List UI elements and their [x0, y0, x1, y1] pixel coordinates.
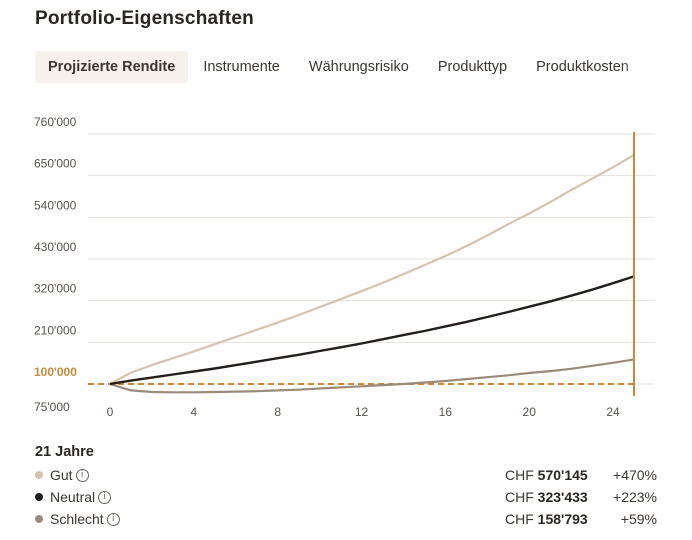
summary-row-good: Gut i CHF 570'145 +470%: [35, 464, 657, 486]
x-tick-label: 12: [355, 405, 369, 419]
bad-legend-dot: [35, 515, 43, 523]
x-tick-label: 16: [439, 405, 453, 419]
good-pct: +470%: [613, 467, 657, 483]
info-icon[interactable]: i: [98, 490, 112, 504]
x-tick-label: 20: [523, 405, 537, 419]
x-tick-label: 4: [190, 405, 197, 419]
summary-row-bad: Schlecht i CHF 158'793 +59%: [35, 508, 657, 530]
neutral-pct: +223%: [613, 489, 657, 505]
tabs-fade-overlay: [619, 50, 659, 84]
info-icon[interactable]: i: [75, 468, 89, 482]
y-tick-label: 650'000: [34, 157, 77, 171]
y-tick-label: 320'000: [34, 282, 77, 296]
y-tick-label: 430'000: [34, 240, 77, 254]
good-amount: CHF 570'145: [505, 467, 588, 483]
tab-product-costs[interactable]: Produktkosten: [536, 59, 629, 75]
good-legend-dot: [35, 471, 43, 479]
page-title: Portfolio-Eigenschaften: [35, 8, 254, 29]
tab-instruments[interactable]: Instrumente: [203, 59, 280, 75]
bad-amount: CHF 158'793: [505, 511, 588, 527]
y-tick-label: 75'000: [34, 400, 70, 414]
tab-projected-return[interactable]: Projizierte Rendite: [35, 51, 189, 83]
projection-chart[interactable]: 760'000 650'000 540'000 430'000 320'000 210'0…: [0, 110, 692, 430]
x-tick-label: 0: [107, 405, 114, 419]
good-label: Gut: [50, 467, 73, 483]
y-tick-label: 540'000: [34, 198, 77, 212]
tab-bar: Projizierte Rendite Instrumente Währungs…: [35, 50, 659, 84]
series-line-bad: [109, 358, 635, 394]
bad-pct: +59%: [620, 511, 657, 527]
summary-row-neutral: Neutral i CHF 323'433 +223%: [35, 486, 657, 508]
horizon-label: 21 Jahre: [35, 444, 94, 460]
y-tick-label: 760'000: [34, 115, 77, 129]
x-tick-label: 24: [606, 405, 620, 419]
y-tick-label: 210'000: [34, 323, 77, 337]
neutral-label: Neutral: [50, 489, 96, 505]
series-line-neutral: [109, 275, 635, 386]
tab-currency-risk[interactable]: Währungsrisiko: [308, 59, 409, 75]
neutral-amount: CHF 323'433: [505, 489, 588, 505]
summary-panel: 21 Jahre Gut i CHF 570'145 +470% Neutral…: [35, 444, 657, 530]
neutral-legend-dot: [35, 493, 43, 501]
x-tick-label: 8: [274, 405, 281, 419]
y-tick-label: 100'000: [34, 365, 77, 379]
bad-label: Schlecht: [50, 511, 104, 527]
info-icon[interactable]: i: [106, 512, 120, 526]
series-line-good: [109, 153, 635, 385]
tab-product-type[interactable]: Produkttyp: [437, 59, 508, 75]
